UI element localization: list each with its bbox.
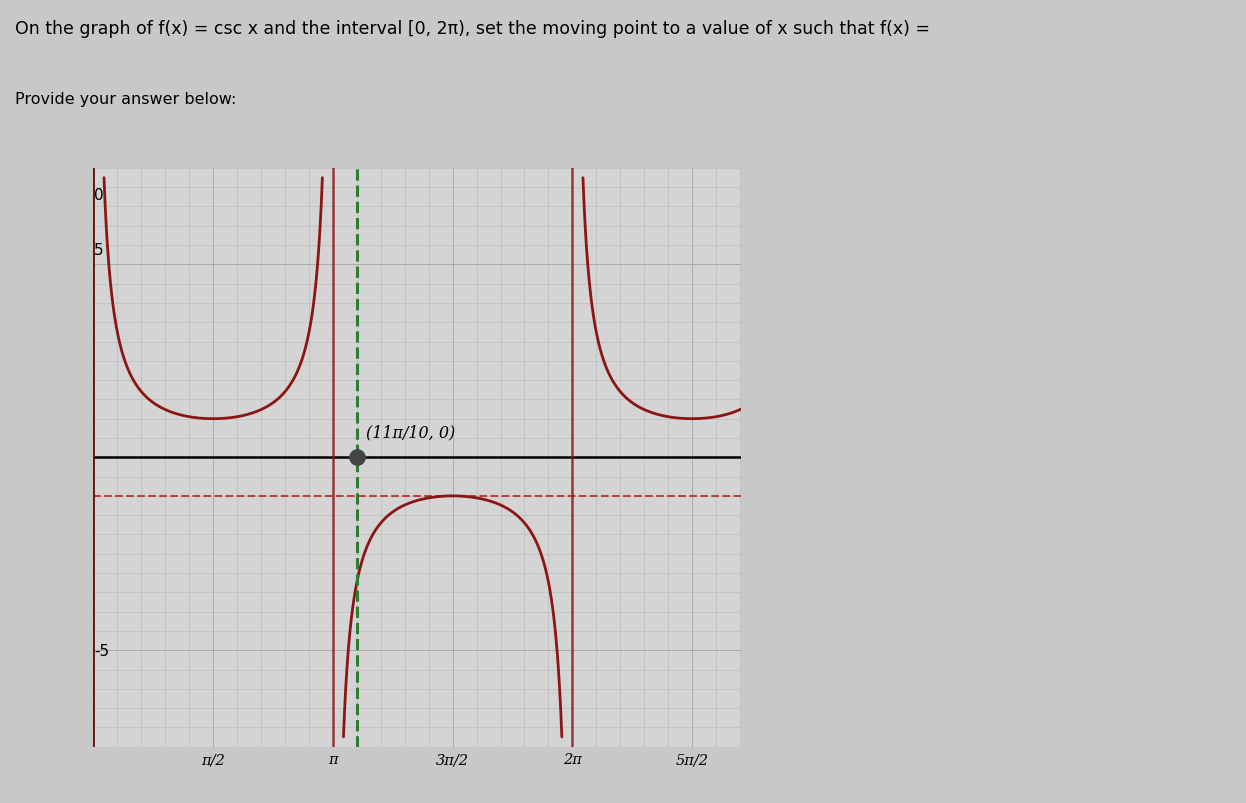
Text: -5: -5 — [93, 642, 110, 658]
Text: On the graph of f(x) = csc x and the interval [0, 2π), set the moving point to a: On the graph of f(x) = csc x and the int… — [15, 20, 930, 38]
Text: 5: 5 — [93, 243, 103, 257]
Text: 0: 0 — [93, 188, 103, 203]
Text: (11π/10, 0): (11π/10, 0) — [366, 424, 455, 441]
Text: Provide your answer below:: Provide your answer below: — [15, 92, 237, 108]
